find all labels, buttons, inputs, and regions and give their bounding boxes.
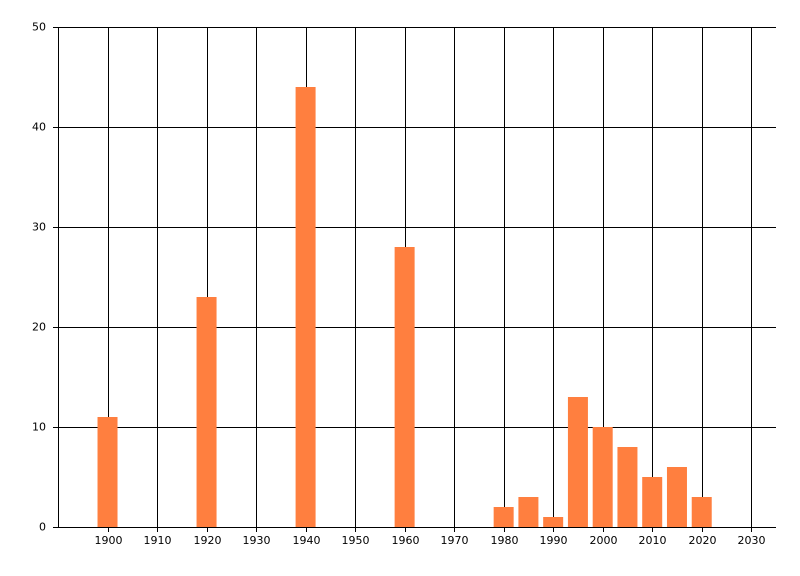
y-tick-label: 10 xyxy=(32,421,46,434)
bar xyxy=(567,397,588,527)
bar xyxy=(666,467,687,527)
y-tick-label: 40 xyxy=(32,121,46,134)
bar xyxy=(543,517,564,527)
y-tick-label: 0 xyxy=(39,521,46,534)
x-tick-label: 1950 xyxy=(342,534,370,547)
x-tick-label: 1940 xyxy=(293,534,321,547)
bar xyxy=(592,427,613,527)
x-tick-label: 1920 xyxy=(194,534,222,547)
x-tick-label: 2020 xyxy=(689,534,717,547)
x-tick-label: 2000 xyxy=(590,534,618,547)
bar xyxy=(617,447,638,527)
x-tick-label: 1970 xyxy=(441,534,469,547)
bar xyxy=(493,507,514,527)
x-tick-label: 2030 xyxy=(738,534,766,547)
y-tick-label: 30 xyxy=(32,221,46,234)
x-tick-label: 1960 xyxy=(392,534,420,547)
x-tick-label: 1930 xyxy=(243,534,271,547)
bar xyxy=(295,87,316,527)
bar xyxy=(691,497,712,527)
x-tick-label: 1900 xyxy=(95,534,123,547)
bar xyxy=(394,247,415,527)
bar xyxy=(642,477,663,527)
bar xyxy=(196,297,217,527)
bar xyxy=(97,417,118,527)
bar xyxy=(518,497,539,527)
x-tick-label: 1980 xyxy=(491,534,519,547)
x-tick-label: 1910 xyxy=(144,534,172,547)
y-tick-label: 20 xyxy=(32,321,46,334)
x-tick-label: 2010 xyxy=(639,534,667,547)
y-tick-label: 50 xyxy=(32,21,46,34)
x-tick-label: 1990 xyxy=(540,534,568,547)
